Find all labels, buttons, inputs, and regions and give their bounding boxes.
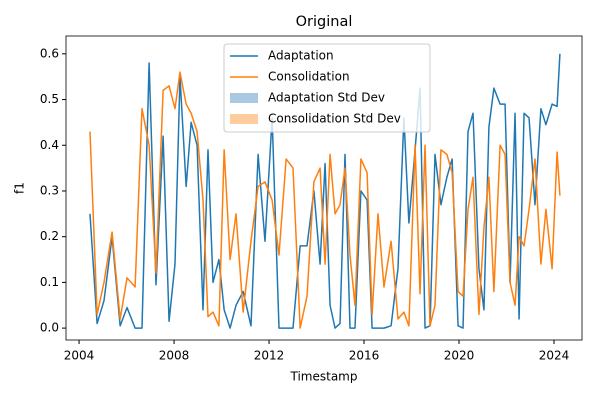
y-tick-label: 0.1: [40, 275, 59, 289]
y-axis-label: f1: [13, 182, 27, 194]
x-tick-label: 2020: [444, 349, 475, 363]
chart-title: Original: [296, 14, 353, 30]
x-tick-label: 2012: [254, 349, 285, 363]
legend-label: Consolidation Std Dev: [268, 112, 401, 126]
x-tick-label: 2016: [349, 349, 380, 363]
x-axis-label: Timestamp: [290, 370, 358, 384]
legend-swatch: [230, 93, 258, 103]
legend-box: [223, 43, 431, 133]
y-tick-label: 0.6: [40, 46, 59, 60]
x-tick-label: 2024: [539, 349, 570, 363]
legend-swatch: [230, 114, 258, 124]
legend-label: Adaptation: [268, 49, 334, 63]
x-tick-label: 2004: [64, 349, 95, 363]
legend-label: Adaptation Std Dev: [268, 91, 385, 105]
x-tick-label: 2008: [159, 349, 190, 363]
plot-frame: [65, 35, 583, 341]
y-tick-label: 0.0: [40, 321, 59, 335]
legend-label: Consolidation: [268, 70, 350, 84]
data-line: [89, 71, 561, 329]
data-line: [89, 53, 561, 329]
y-tick-label: 0.2: [40, 229, 59, 243]
y-tick-label: 0.4: [40, 138, 59, 152]
y-tick-label: 0.5: [40, 92, 59, 106]
y-tick-label: 0.3: [40, 183, 59, 197]
